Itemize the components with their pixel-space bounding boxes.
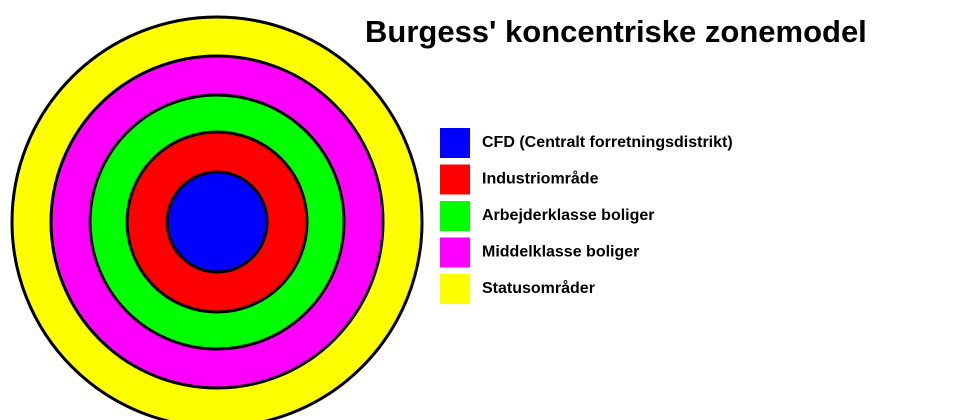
legend-swatch <box>440 274 470 304</box>
legend-swatch <box>440 201 470 231</box>
legend-swatch <box>440 164 470 195</box>
legend-label: Statusområder <box>482 279 595 297</box>
title: Burgess' koncentriske zonemodel <box>365 14 867 49</box>
rings <box>10 15 424 420</box>
legend: CFD (Centralt forretningsdistrikt) Indust… <box>440 128 733 304</box>
legend-label: CFD (Centralt forretningsdistrikt) <box>482 134 733 151</box>
zone-ring <box>165 170 269 274</box>
legend-swatch <box>440 128 470 158</box>
legend-label: Industriområde <box>482 170 599 188</box>
legend-label: Arbejderklasse boliger <box>482 207 655 224</box>
legend-swatch <box>440 237 470 268</box>
legend-label: Middelklasse boliger <box>482 244 639 261</box>
